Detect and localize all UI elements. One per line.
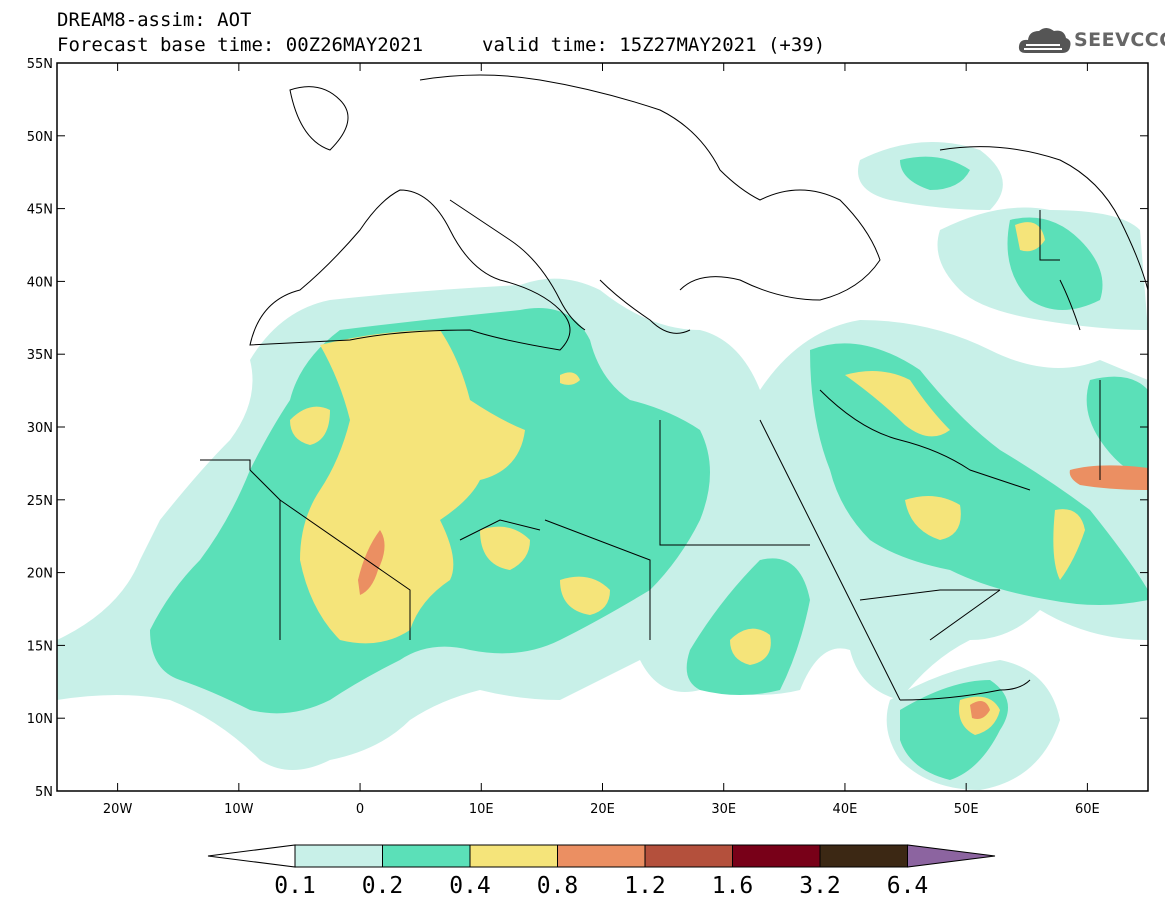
colorbar-segment xyxy=(469,844,558,868)
lat-tick-label: 10N xyxy=(27,712,53,727)
colorbar-label: 6.4 xyxy=(887,873,929,899)
colorbar-label: 1.6 xyxy=(712,873,754,899)
colorbar-arrow-left xyxy=(207,844,296,868)
colorbar-segment xyxy=(382,844,471,868)
lat-tick-label: 30N xyxy=(27,421,53,436)
colorbar-segment xyxy=(644,844,733,868)
colorbar-segment xyxy=(294,844,383,868)
aot-contours xyxy=(57,142,1148,790)
lon-tick-label: 60E xyxy=(1075,802,1100,817)
latitude-axis: 55N 50N 45N 40N 35N 30N 25N 20N 15N 10N 5N xyxy=(27,57,1148,800)
coastlines-borders xyxy=(200,74,1148,701)
aot-level-0.2 xyxy=(150,156,1148,780)
lat-tick-label: 55N xyxy=(27,57,53,72)
lon-tick-label: 40E xyxy=(833,802,858,817)
colorbar-arrow-right xyxy=(907,844,996,868)
lon-tick-label: 20E xyxy=(590,802,615,817)
lon-tick-label: 10W xyxy=(224,802,254,817)
lon-tick-label: 20W xyxy=(103,802,133,817)
map-title: DREAM8-assim: AOT xyxy=(57,9,252,31)
lon-tick-label: 0 xyxy=(356,802,364,817)
seevccc-logo: SEEVCCC xyxy=(1018,23,1165,59)
longitude-axis: 20W 10W 0 10E 20E 30E 40E 50E 60E xyxy=(103,63,1100,817)
lat-tick-label: 40N xyxy=(27,275,53,290)
colorbar-label: 0.1 xyxy=(274,873,316,899)
valid-time: valid time: 15Z27MAY2021 (+39) xyxy=(482,34,826,56)
colorbar-label: 0.4 xyxy=(449,873,491,899)
lat-tick-label: 35N xyxy=(27,348,53,363)
lat-tick-label: 5N xyxy=(35,785,53,800)
colorbar-segment xyxy=(557,844,646,868)
colorbar-label: 0.8 xyxy=(537,873,579,899)
forecast-base-time: Forecast base time: 00Z26MAY2021 xyxy=(57,34,424,56)
cloud-logo-icon xyxy=(1018,28,1071,53)
colorbar-label: 3.2 xyxy=(799,873,841,899)
lon-tick-label: 10E xyxy=(469,802,494,817)
colorbar-label: 1.2 xyxy=(624,873,666,899)
lon-tick-label: 30E xyxy=(711,802,736,817)
lat-tick-label: 25N xyxy=(27,494,53,509)
lat-tick-label: 50N xyxy=(27,130,53,145)
colorbar-label: 0.2 xyxy=(362,873,404,899)
lat-tick-label: 45N xyxy=(27,203,53,218)
aot-level-0.8 xyxy=(358,465,1148,719)
logo-text: SEEVCCC xyxy=(1074,29,1165,51)
lat-tick-label: 15N xyxy=(27,639,53,654)
colorbar: 0.1 0.2 0.4 0.8 1.2 1.6 3.2 6.4 xyxy=(207,844,996,899)
lat-tick-label: 20N xyxy=(27,567,53,582)
colorbar-segment xyxy=(819,844,908,868)
colorbar-segment xyxy=(732,844,821,868)
lon-tick-label: 50E xyxy=(954,802,979,817)
aot-level-0.4 xyxy=(290,222,1085,735)
